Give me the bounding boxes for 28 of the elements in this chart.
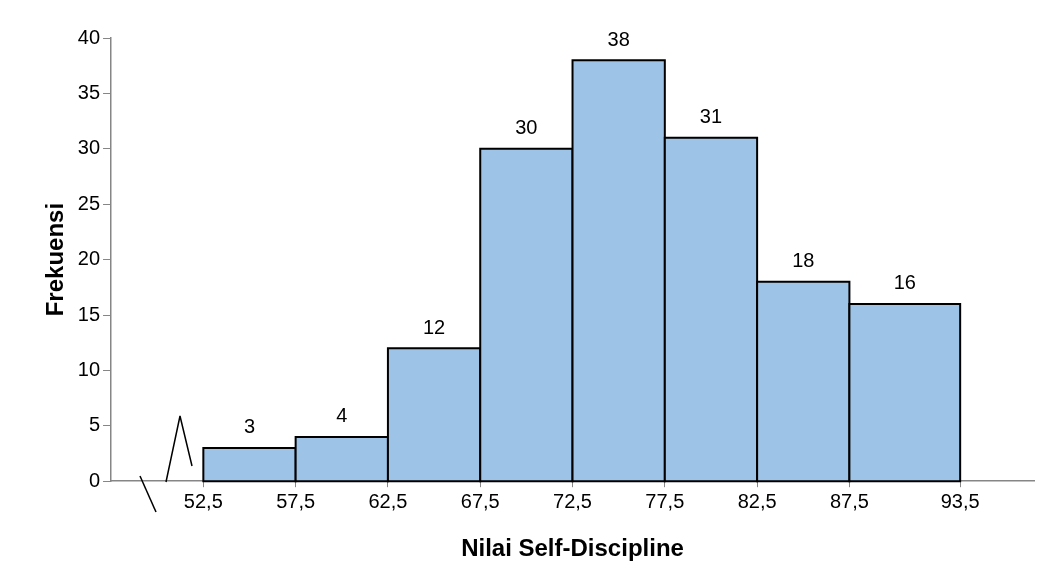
data-label: 30 — [515, 116, 538, 139]
x-tick-label: 82,5 — [737, 489, 777, 512]
y-tick-label: 0 — [88, 468, 101, 491]
y-tick-label: 40 — [77, 25, 101, 48]
x-tick-label: 87,5 — [829, 489, 869, 512]
data-label: 12 — [422, 315, 446, 338]
data-label: 38 — [607, 27, 630, 50]
data-label: 3 — [243, 415, 256, 438]
y-axis-title: Frekuensi — [41, 202, 69, 317]
y-tick-label: 5 — [88, 413, 101, 436]
y-tick-label: 30 — [77, 136, 101, 159]
x-tick-label: 77,5 — [645, 489, 685, 512]
data-label: 31 — [699, 105, 723, 128]
data-label: 4 — [336, 404, 348, 427]
x-tick-label: 57,5 — [276, 489, 316, 512]
y-tick-label: 35 — [77, 80, 101, 103]
data-label: 16 — [893, 271, 916, 294]
y-tick-label: 20 — [77, 247, 101, 270]
x-tick-label: 93,5 — [940, 489, 980, 512]
x-axis-title: Nilai Self-Discipline — [461, 534, 684, 562]
y-tick-label: 10 — [77, 357, 101, 380]
y-tick-label: 15 — [77, 302, 101, 325]
data-label: 18 — [792, 249, 815, 272]
x-tick-label: 67,5 — [460, 489, 500, 512]
y-tick-label: 25 — [77, 191, 101, 214]
x-tick-label: 62,5 — [368, 489, 408, 512]
x-tick-label: 52,5 — [183, 489, 223, 512]
x-tick-label: 72,5 — [553, 489, 592, 512]
